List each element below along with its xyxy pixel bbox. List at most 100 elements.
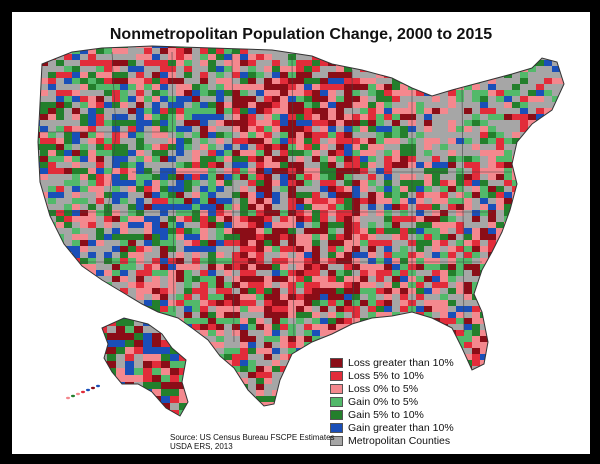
county-cell: [360, 264, 369, 271]
county-cell: [88, 54, 97, 61]
county-cell: [568, 300, 577, 307]
county-cell: [136, 156, 145, 163]
county-cell: [384, 228, 393, 235]
county-cell: [72, 120, 81, 127]
county-cell: [528, 282, 537, 289]
county-cell: [192, 180, 201, 187]
county-cell: [472, 396, 481, 403]
county-cell: [136, 252, 145, 259]
county-cell: [432, 192, 441, 199]
county-cell: [496, 132, 505, 139]
county-cell: [296, 132, 305, 139]
county-cell: [520, 162, 529, 169]
county-cell: [504, 204, 513, 211]
county-cell: [288, 240, 297, 247]
county-cell: [256, 252, 265, 259]
county-cell: [224, 78, 233, 85]
county-cell: [368, 252, 377, 259]
county-cell: [224, 138, 233, 145]
county-cell: [432, 132, 441, 139]
county-cell: [352, 216, 361, 223]
county-cell: [208, 270, 217, 277]
county-cell: [216, 126, 225, 133]
county-cell: [224, 204, 233, 211]
county-cell: [143, 410, 153, 416]
county-cell: [80, 318, 89, 325]
county-cell: [102, 354, 108, 362]
county-cell: [152, 276, 161, 283]
county-cell: [520, 348, 529, 355]
county-cell: [464, 120, 473, 127]
county-cell: [448, 288, 457, 295]
county-cell: [80, 156, 89, 163]
county-cell: [288, 234, 297, 241]
county-cell: [40, 48, 49, 55]
county-cell: [448, 270, 457, 277]
county-cell: [448, 114, 457, 121]
county-cell: [216, 48, 225, 55]
county-cell: [216, 306, 225, 313]
county-cell: [136, 408, 145, 415]
county-cell: [88, 390, 97, 397]
county-cell: [264, 204, 273, 211]
legend-label: Gain 5% to 10%: [348, 408, 424, 421]
county-cell: [552, 384, 561, 391]
county-cell: [200, 384, 209, 391]
county-cell: [128, 264, 137, 271]
county-cell: [264, 216, 273, 223]
county-cell: [144, 150, 153, 157]
county-cell: [312, 150, 321, 157]
county-cell: [304, 408, 313, 415]
county-cell: [352, 324, 361, 331]
county-cell: [344, 46, 353, 49]
county-cell: [440, 168, 449, 175]
conus-outline: [37, 45, 565, 407]
county-cell: [496, 108, 505, 115]
county-cell: [544, 330, 553, 337]
island-shape: [76, 392, 80, 396]
county-cell: [480, 324, 489, 331]
county-cell: [336, 126, 345, 133]
county-cell: [116, 410, 126, 416]
county-cell: [464, 78, 473, 85]
county-cell: [248, 168, 257, 175]
county-cell: [288, 252, 297, 259]
county-cell: [368, 126, 377, 133]
county-cell: [192, 288, 201, 295]
county-cell: [72, 150, 81, 157]
county-cell: [440, 312, 449, 319]
county-cell: [544, 294, 553, 301]
county-cell: [304, 204, 313, 211]
county-cell: [240, 234, 249, 241]
county-cell: [432, 102, 441, 109]
county-cell: [240, 372, 249, 379]
county-cell: [368, 186, 377, 193]
county-cell: [38, 312, 41, 319]
county-cell: [288, 246, 297, 253]
county-cell: [248, 276, 257, 283]
county-cell: [272, 372, 281, 379]
county-cell: [208, 162, 217, 169]
county-cell: [312, 246, 321, 253]
county-cell: [472, 198, 481, 205]
county-cell: [320, 60, 329, 67]
county-cell: [144, 180, 153, 187]
county-cell: [512, 288, 521, 295]
county-cell: [125, 403, 135, 411]
county-cell: [144, 72, 153, 79]
county-cell: [248, 282, 257, 289]
county-cell: [320, 246, 329, 253]
county-cell: [80, 330, 89, 337]
county-cell: [176, 54, 185, 61]
county-cell: [520, 294, 529, 301]
us-county-map: [37, 45, 577, 417]
county-cell: [80, 312, 89, 319]
county-cell: [504, 48, 513, 55]
county-cell: [312, 192, 321, 199]
county-cell: [304, 168, 313, 175]
county-cell: [224, 282, 233, 289]
county-cell: [144, 210, 153, 217]
county-cell: [56, 306, 65, 313]
county-cell: [168, 186, 177, 193]
county-cell: [288, 300, 297, 307]
